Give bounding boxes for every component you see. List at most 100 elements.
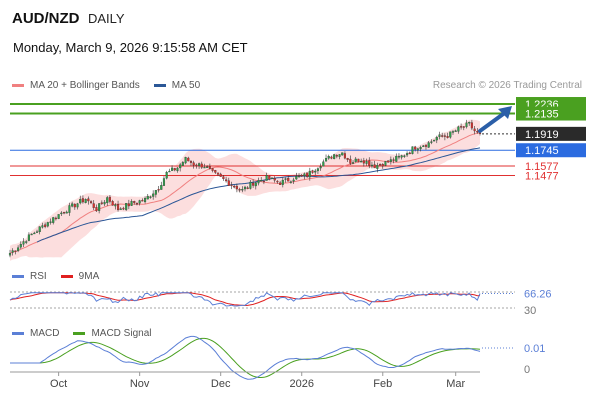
candle-body: [214, 170, 217, 173]
candle-body: [160, 185, 163, 190]
last-price-label: 1.1919: [525, 129, 559, 141]
candle-body: [198, 163, 201, 167]
candle-body: [65, 211, 68, 214]
candle-body: [316, 168, 319, 172]
legend-label-9ma: 9MA: [78, 271, 100, 282]
candle-body: [343, 153, 346, 159]
candle-body: [270, 177, 274, 179]
candle-body: [273, 178, 276, 181]
research-credit: Research © 2026 Trading Central: [432, 80, 582, 91]
last-price-badge: [516, 126, 586, 141]
candle-body: [252, 182, 255, 186]
candle-body: [262, 180, 265, 183]
candle-body: [119, 208, 122, 210]
candle-body: [427, 142, 430, 148]
candle-body: [179, 164, 182, 169]
candle-body: [430, 141, 433, 143]
candle-body: [465, 122, 468, 128]
x-tick-label-Nov: Nov: [130, 378, 150, 390]
candle-body: [322, 161, 325, 167]
rsi-tick-label: 30: [524, 305, 536, 317]
candle-body: [46, 222, 49, 227]
candle-body: [424, 144, 428, 147]
candle-body: [122, 207, 125, 210]
candle-body: [87, 198, 90, 202]
candle-body: [11, 250, 14, 253]
legend-label-macd-signal: MACD Signal: [91, 328, 152, 339]
projection-arrow-head: [498, 106, 512, 120]
candle-body: [168, 170, 171, 173]
candle-body: [392, 159, 395, 161]
candle-body: [395, 156, 398, 162]
candle-body: [17, 247, 20, 251]
candle-body: [249, 181, 252, 189]
candle-body: [389, 159, 392, 162]
candle-body: [192, 162, 195, 166]
candle-body: [125, 203, 128, 210]
candle-body: [276, 180, 279, 183]
candle-body: [406, 153, 409, 156]
candle-body: [381, 164, 384, 167]
candle-body: [222, 176, 225, 180]
candle-body: [211, 168, 214, 171]
candle-body: [89, 201, 93, 204]
candle-body: [127, 203, 130, 207]
timestamp: Monday, March 9, 2026 9:15:58 AM CET: [13, 40, 248, 55]
candle-body: [284, 178, 287, 180]
candle-body: [149, 196, 152, 198]
candle-body: [387, 160, 390, 163]
candle-body: [230, 184, 233, 186]
timeframe-label: DAILY: [88, 11, 125, 26]
candle-body: [257, 180, 260, 184]
candle-body: [157, 189, 160, 191]
candle-body: [216, 172, 220, 175]
candle-body: [370, 164, 374, 167]
candle-body: [25, 241, 28, 243]
candle-body: [287, 178, 290, 182]
candle-body: [306, 172, 309, 177]
candle-body: [470, 122, 473, 129]
macd-zero-label: 0: [524, 364, 530, 376]
candle-body: [351, 162, 355, 164]
candle-body: [22, 241, 25, 245]
candle-body: [376, 164, 379, 169]
candle-body: [303, 173, 306, 177]
candle-body: [308, 170, 311, 178]
candle-body: [365, 160, 368, 164]
candle-body: [268, 175, 271, 180]
candle-body: [208, 166, 211, 169]
candle-body: [100, 202, 103, 204]
candle-body: [333, 154, 336, 159]
candle-body: [33, 232, 36, 235]
candle-body: [154, 189, 157, 195]
candle-body: [473, 128, 476, 132]
candle-body: [360, 160, 363, 163]
candle-body: [71, 203, 74, 207]
x-tick-label-Mar: Mar: [446, 378, 465, 390]
candle-body: [433, 139, 436, 142]
candle-body: [138, 200, 141, 204]
candle-body: [111, 201, 114, 206]
candle-body: [19, 244, 22, 248]
candle-body: [357, 158, 360, 163]
candle-body: [152, 193, 155, 197]
candle-body: [419, 147, 422, 150]
candle-body: [346, 158, 349, 160]
candle-body: [414, 146, 417, 150]
candle-body: [379, 164, 382, 166]
ma20-line: [9, 132, 481, 254]
candle-body: [76, 203, 79, 208]
candle-body: [108, 196, 111, 202]
x-tick-label-Feb: Feb: [373, 378, 392, 390]
candle-body: [289, 181, 292, 183]
candle-body: [441, 135, 444, 137]
rsi-line: [9, 292, 481, 307]
candle-body: [300, 175, 303, 177]
candle-body: [368, 160, 371, 166]
candle-body: [30, 233, 33, 236]
candle-body: [476, 130, 479, 133]
candle-body: [443, 135, 446, 137]
candle-body: [233, 185, 236, 188]
candle-body: [44, 224, 47, 227]
macd-current-label: 0.01: [524, 343, 545, 355]
